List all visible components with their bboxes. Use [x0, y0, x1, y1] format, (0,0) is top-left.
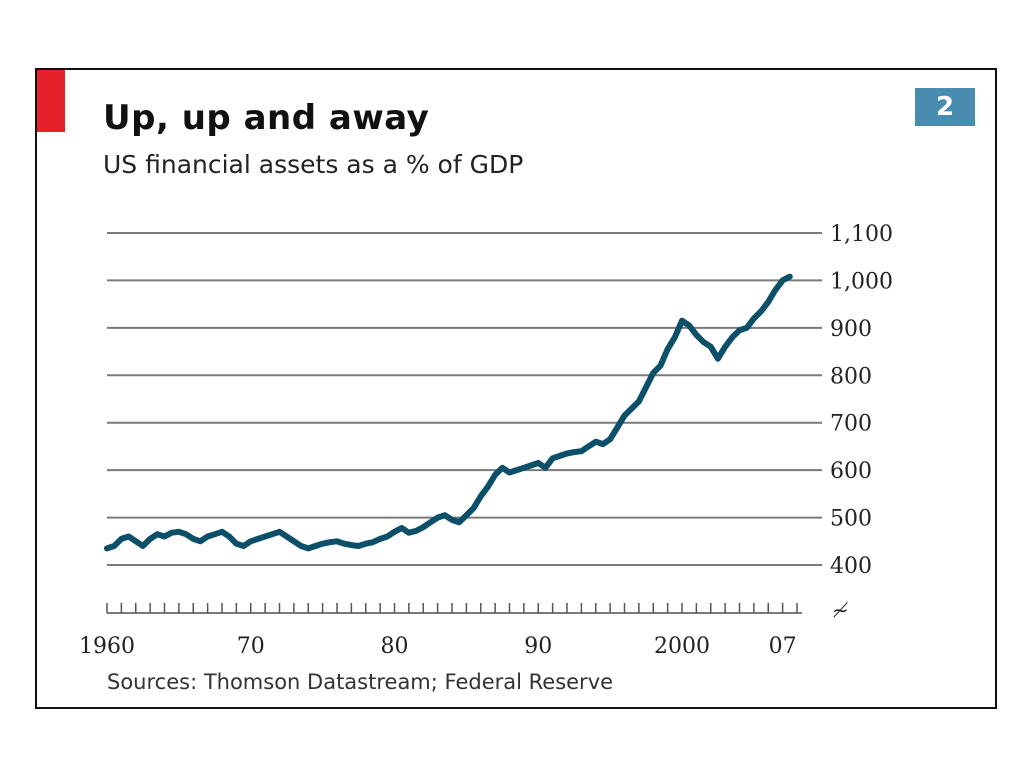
axis-break-icon: ≁	[832, 598, 849, 622]
chart-number-badge: 2	[915, 88, 975, 126]
source-note: Sources: Thomson Datastream; Federal Res…	[107, 670, 614, 694]
y-tick-label: 400	[830, 554, 872, 579]
y-tick-label: 900	[830, 317, 872, 342]
chart-frame: Up, up and away US financial assets as a…	[35, 68, 997, 709]
x-tick-label: 07	[769, 634, 797, 659]
x-tick-label: 1960	[79, 634, 135, 659]
x-tick-label: 70	[237, 634, 265, 659]
series-line-financial-assets	[104, 273, 793, 552]
y-tick-label: 1,000	[830, 269, 893, 294]
line-chart: 400 500 600 700 800 900 1,000 1,100 ≁ 1960 70 80 90 2…	[79, 222, 893, 659]
chart-subtitle: US financial assets as a % of GDP	[103, 150, 524, 179]
x-tick-label: 80	[381, 634, 409, 659]
y-tick-label: 1,100	[830, 222, 893, 247]
y-tick-label: 500	[830, 507, 872, 532]
red-accent-tag	[37, 70, 65, 132]
y-tick-label: 700	[830, 412, 872, 437]
x-tick-label: 2000	[654, 634, 710, 659]
y-tick-label: 800	[830, 364, 872, 389]
y-tick-label: 600	[830, 459, 872, 484]
x-tick-label: 90	[524, 634, 552, 659]
chart-title: Up, up and away	[103, 98, 430, 138]
